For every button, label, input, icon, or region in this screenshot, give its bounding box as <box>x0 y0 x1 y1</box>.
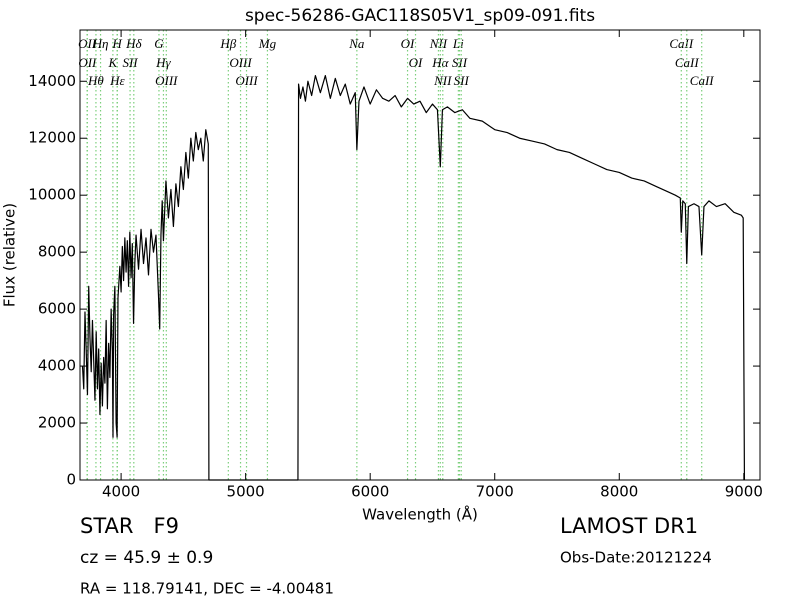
spectral-line-label: CaII <box>669 36 694 51</box>
spectral-line-label: Na <box>348 36 365 51</box>
spectral-line-label: OIII <box>229 55 252 70</box>
spectral-line-label: SII <box>452 55 468 70</box>
spectral-line-label: CaII <box>690 73 715 88</box>
x-tick-label: 8000 <box>600 483 638 501</box>
y-tick-label: 4000 <box>38 357 76 375</box>
spectral-line-label: Hη <box>92 36 109 51</box>
spectrum-line <box>81 74 746 481</box>
survey: LAMOST DR1 <box>560 514 698 538</box>
obs-date: Obs-Date:20121224 <box>560 549 712 567</box>
spectral-line-label: OI <box>409 55 423 70</box>
spectral-line-label: OI <box>401 36 415 51</box>
x-tick-label: 7000 <box>476 483 514 501</box>
spectral-line-label: Li <box>452 36 464 51</box>
chart-title: spec-56286-GAC118S05V1_sp09-091.fits <box>245 6 595 26</box>
x-tick-label: 5000 <box>227 483 265 501</box>
spectral-line-label: SII <box>454 73 470 88</box>
y-tick-label: 2000 <box>38 414 76 432</box>
x-tick-label: 4000 <box>102 483 140 501</box>
y-axis-label: Flux (relative) <box>1 203 19 307</box>
y-tick-label: 0 <box>66 471 76 489</box>
x-tick-label: 6000 <box>351 483 389 501</box>
spectral-line-label: OIII <box>235 73 258 88</box>
plot-frame <box>79 29 761 481</box>
spectral-line-label: Hγ <box>155 55 171 70</box>
spectral-class: STAR F9 <box>80 514 179 538</box>
y-tick-label: 6000 <box>38 300 76 318</box>
spectral-line-label: OIII <box>155 73 178 88</box>
coordinates: RA = 118.79141, DEC = -4.00481 <box>80 580 334 598</box>
y-tick-label: 8000 <box>38 243 76 261</box>
spectral-line-label: Hα <box>431 55 449 70</box>
y-tick-label: 12000 <box>28 129 76 147</box>
spectral-line-label: Mg <box>258 36 277 51</box>
spectral-line-label: K <box>108 55 119 70</box>
x-axis-label: Wavelength (Å) <box>362 505 478 524</box>
y-tick-label: 14000 <box>28 72 76 90</box>
spectral-line-label: Hε <box>109 73 125 88</box>
spectral-line-label: Hθ <box>87 73 104 88</box>
spectral-line-label: NII <box>433 73 452 88</box>
spectral-line-label: G <box>154 36 164 51</box>
spectral-line-label: Hδ <box>125 36 142 51</box>
y-tick-label: 10000 <box>28 186 76 204</box>
x-tick-label: 9000 <box>725 483 763 501</box>
spectral-line-label: SII <box>122 55 138 70</box>
spectral-line-label: NII <box>429 36 448 51</box>
spectral-line-label: CaII <box>675 55 700 70</box>
spectral-line-label: Hβ <box>219 36 236 51</box>
spectral-line-label: OII <box>78 55 97 70</box>
redshift: cz = 45.9 ± 0.9 <box>80 548 213 568</box>
